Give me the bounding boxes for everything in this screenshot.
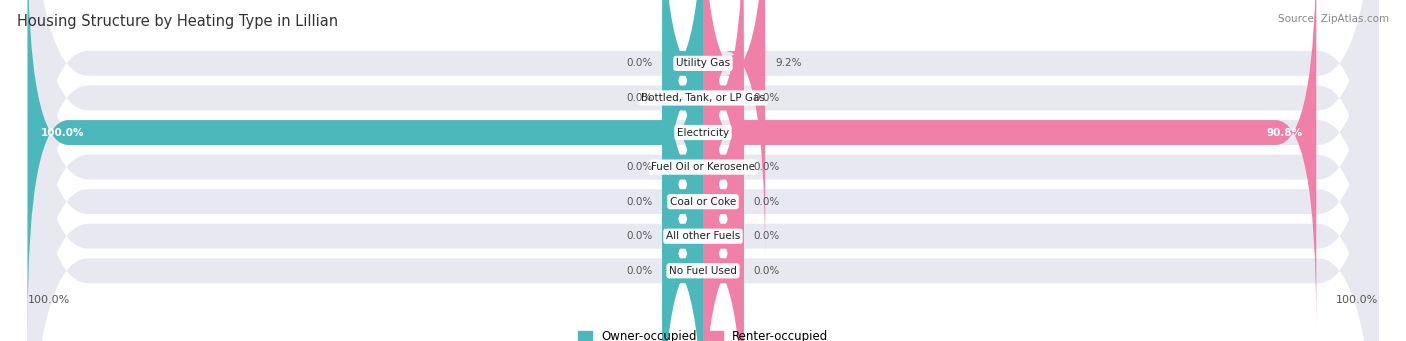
FancyBboxPatch shape bbox=[662, 76, 703, 341]
Text: 0.0%: 0.0% bbox=[626, 162, 652, 172]
Text: Fuel Oil or Kerosene: Fuel Oil or Kerosene bbox=[651, 162, 755, 172]
FancyBboxPatch shape bbox=[662, 0, 703, 293]
FancyBboxPatch shape bbox=[662, 41, 703, 341]
Text: 0.0%: 0.0% bbox=[754, 231, 780, 241]
FancyBboxPatch shape bbox=[703, 0, 744, 293]
FancyBboxPatch shape bbox=[662, 7, 703, 341]
FancyBboxPatch shape bbox=[662, 0, 703, 258]
FancyBboxPatch shape bbox=[703, 7, 744, 341]
Text: Bottled, Tank, or LP Gas: Bottled, Tank, or LP Gas bbox=[641, 93, 765, 103]
Text: All other Fuels: All other Fuels bbox=[666, 231, 740, 241]
FancyBboxPatch shape bbox=[703, 0, 1316, 327]
Text: 0.0%: 0.0% bbox=[754, 162, 780, 172]
Text: Coal or Coke: Coal or Coke bbox=[669, 197, 737, 207]
FancyBboxPatch shape bbox=[28, 0, 1378, 341]
Text: 0.0%: 0.0% bbox=[626, 93, 652, 103]
FancyBboxPatch shape bbox=[703, 0, 765, 258]
Text: 100.0%: 100.0% bbox=[41, 128, 84, 137]
Text: 0.0%: 0.0% bbox=[626, 197, 652, 207]
FancyBboxPatch shape bbox=[28, 0, 1378, 341]
Text: 0.0%: 0.0% bbox=[754, 266, 780, 276]
FancyBboxPatch shape bbox=[28, 0, 703, 327]
Text: Housing Structure by Heating Type in Lillian: Housing Structure by Heating Type in Lil… bbox=[17, 14, 337, 29]
Text: Source: ZipAtlas.com: Source: ZipAtlas.com bbox=[1278, 14, 1389, 24]
FancyBboxPatch shape bbox=[28, 0, 1378, 341]
Text: 90.8%: 90.8% bbox=[1267, 128, 1303, 137]
FancyBboxPatch shape bbox=[703, 41, 744, 341]
Text: 0.0%: 0.0% bbox=[626, 266, 652, 276]
Text: 0.0%: 0.0% bbox=[754, 93, 780, 103]
FancyBboxPatch shape bbox=[28, 0, 1378, 341]
Text: Electricity: Electricity bbox=[676, 128, 730, 137]
Text: No Fuel Used: No Fuel Used bbox=[669, 266, 737, 276]
Text: Utility Gas: Utility Gas bbox=[676, 58, 730, 69]
Text: 100.0%: 100.0% bbox=[28, 295, 70, 305]
Text: 9.2%: 9.2% bbox=[775, 58, 801, 69]
Legend: Owner-occupied, Renter-occupied: Owner-occupied, Renter-occupied bbox=[578, 330, 828, 341]
FancyBboxPatch shape bbox=[703, 0, 744, 341]
Text: 0.0%: 0.0% bbox=[626, 231, 652, 241]
FancyBboxPatch shape bbox=[662, 0, 703, 341]
Text: 0.0%: 0.0% bbox=[626, 58, 652, 69]
FancyBboxPatch shape bbox=[703, 76, 744, 341]
FancyBboxPatch shape bbox=[28, 0, 1378, 341]
FancyBboxPatch shape bbox=[28, 0, 1378, 341]
Text: 0.0%: 0.0% bbox=[754, 197, 780, 207]
Text: 100.0%: 100.0% bbox=[1336, 295, 1378, 305]
FancyBboxPatch shape bbox=[28, 0, 1378, 341]
